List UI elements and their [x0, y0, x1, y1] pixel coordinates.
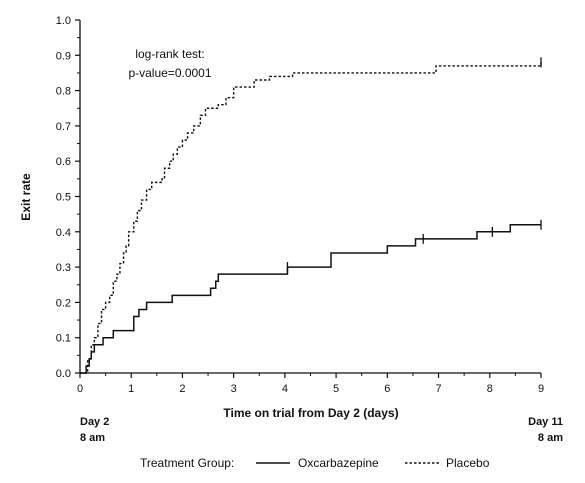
- x-end-label-line-2: 8 am: [538, 432, 563, 444]
- y-tick-label: 0.4: [56, 227, 71, 239]
- x-axis-title: Time on trial from Day 2 (days): [223, 406, 398, 420]
- x-tick-label: 2: [179, 383, 185, 395]
- legend: Treatment Group: Oxcarbazepine Placebo: [140, 456, 490, 470]
- x-end-label-line-1: Day 11: [528, 416, 563, 428]
- annotation-line-2: p-value=0.0001: [128, 66, 211, 80]
- x-tick-label: 1: [128, 383, 134, 395]
- y-tick-label: 0.3: [56, 262, 71, 274]
- annotation-line-1: log-rank test:: [135, 47, 204, 61]
- plot-area: 0.0 0.1 0.2 0.3 0.4 0.5 0.6 0.7 0.8 0.9 1.0 0 1 2 3 4 5 6…: [56, 15, 544, 395]
- x-tick-label: 5: [333, 383, 339, 395]
- y-tick-label: 0.1: [56, 333, 71, 345]
- x-tick-label: 3: [231, 383, 237, 395]
- y-tick-label: 0.9: [56, 50, 71, 62]
- series-line-oxcarbazepine: [80, 223, 541, 374]
- legend-label-oxcarbazepine: Oxcarbazepine: [298, 456, 379, 470]
- x-tick-label: 0: [77, 383, 83, 395]
- x-tick-label: 6: [384, 383, 390, 395]
- x-tick-label: 4: [282, 383, 288, 395]
- y-tick-label: 0.2: [56, 297, 71, 309]
- y-tick-label: 0.6: [56, 156, 71, 168]
- x-start-label-line-2: 8 am: [80, 432, 105, 444]
- y-axis-title: Exit rate: [19, 173, 33, 221]
- y-tick-label: 0.7: [56, 121, 71, 133]
- legend-label-placebo: Placebo: [446, 456, 490, 470]
- y-tick-label: 0.5: [56, 192, 71, 204]
- x-tick-label: 8: [487, 383, 493, 395]
- x-tick-label: 7: [435, 383, 441, 395]
- x-start-label-line-1: Day 2: [80, 416, 109, 428]
- y-tick-label: 0.8: [56, 86, 71, 98]
- legend-title: Treatment Group:: [140, 456, 234, 470]
- x-tick-label: 9: [538, 383, 544, 395]
- y-tick-label: 1.0: [56, 15, 71, 27]
- series-line-placebo: [80, 62, 542, 374]
- y-tick-label: 0.0: [56, 368, 71, 380]
